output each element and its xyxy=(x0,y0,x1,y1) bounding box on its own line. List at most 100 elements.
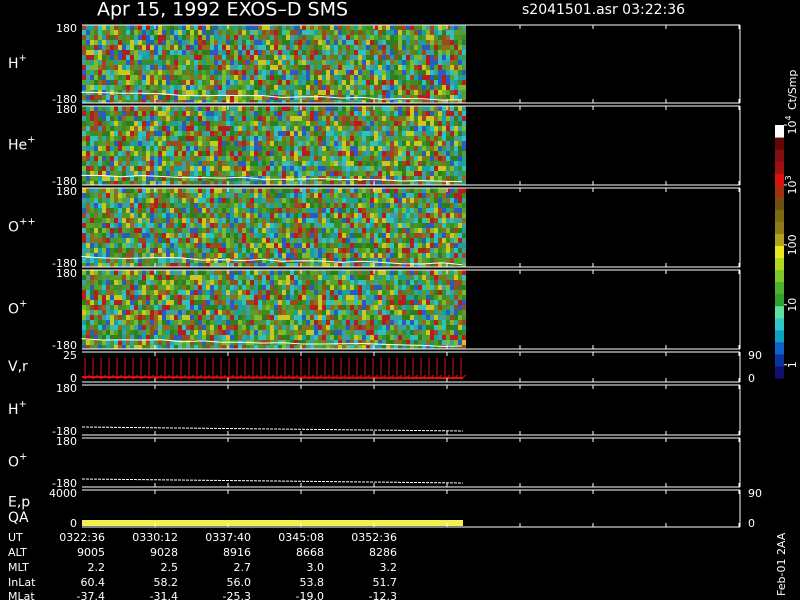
pixel xyxy=(462,95,466,100)
pixel xyxy=(110,156,114,161)
pixel xyxy=(330,243,334,248)
pixel xyxy=(266,161,270,166)
pixel xyxy=(410,171,414,176)
pixel xyxy=(118,90,122,95)
pixel xyxy=(334,136,338,141)
pixel xyxy=(302,85,306,90)
pixel xyxy=(422,141,426,146)
pixel xyxy=(126,258,130,263)
pixel xyxy=(282,136,286,141)
pixel xyxy=(138,258,142,263)
pixel xyxy=(110,310,114,315)
pixel xyxy=(190,25,194,30)
pixel xyxy=(94,243,98,248)
pixel xyxy=(130,30,134,35)
pixel xyxy=(450,238,454,243)
pixel xyxy=(406,85,410,90)
pixel xyxy=(458,161,462,166)
y-tick-label: -180 xyxy=(52,257,77,270)
pixel xyxy=(358,198,362,203)
pixel xyxy=(394,65,398,70)
pixel xyxy=(98,193,102,198)
pixel xyxy=(366,198,370,203)
pixel xyxy=(158,45,162,50)
pixel xyxy=(358,161,362,166)
pixel xyxy=(334,111,338,116)
pixel xyxy=(286,176,290,181)
y-tick-label: 180 xyxy=(56,22,77,35)
pixel xyxy=(182,166,186,171)
pixel xyxy=(282,193,286,198)
pixel xyxy=(458,111,462,116)
pixel xyxy=(342,111,346,116)
pixel xyxy=(146,253,150,258)
pixel xyxy=(402,106,406,111)
pixel xyxy=(110,325,114,330)
pixel xyxy=(434,188,438,193)
pixel xyxy=(386,193,390,198)
pixel xyxy=(174,218,178,223)
pixel xyxy=(446,75,450,80)
pixel xyxy=(350,146,354,151)
pixel xyxy=(110,111,114,116)
pixel xyxy=(118,141,122,146)
pixel xyxy=(450,151,454,156)
pixel xyxy=(442,238,446,243)
pixel xyxy=(390,161,394,166)
pixel xyxy=(170,65,174,70)
pixel xyxy=(442,223,446,228)
pixel xyxy=(450,65,454,70)
pixel xyxy=(438,85,442,90)
pixel xyxy=(266,171,270,176)
pixel xyxy=(266,228,270,233)
pixel xyxy=(366,55,370,60)
pixel xyxy=(154,116,158,121)
pixel xyxy=(194,111,198,116)
pixel xyxy=(102,95,106,100)
pixel xyxy=(266,85,270,90)
pixel xyxy=(98,315,102,320)
pixel xyxy=(94,330,98,335)
pixel xyxy=(270,181,274,185)
pixel xyxy=(366,203,370,208)
pixel xyxy=(350,30,354,35)
pixel xyxy=(350,213,354,218)
pixel xyxy=(318,30,322,35)
pixel xyxy=(270,171,274,176)
pixel xyxy=(254,126,258,131)
pixel xyxy=(274,35,278,40)
pixel xyxy=(210,228,214,233)
pixel xyxy=(430,258,434,263)
pixel xyxy=(170,70,174,75)
pixel xyxy=(178,208,182,213)
pixel xyxy=(398,121,402,126)
pixel xyxy=(214,35,218,40)
pixel xyxy=(310,25,314,30)
pixel xyxy=(98,75,102,80)
pixel xyxy=(322,131,326,136)
pixel xyxy=(150,243,154,248)
pixel xyxy=(226,141,230,146)
pixel xyxy=(106,270,110,275)
pixel xyxy=(442,141,446,146)
pixel xyxy=(182,218,186,223)
pixel xyxy=(210,208,214,213)
pixel xyxy=(254,50,258,55)
pixel xyxy=(278,188,282,193)
pixel xyxy=(178,238,182,243)
pixel xyxy=(426,141,430,146)
pixel xyxy=(222,30,226,35)
pixel xyxy=(414,228,418,233)
pixel xyxy=(134,340,138,345)
pixel xyxy=(146,141,150,146)
pixel xyxy=(434,243,438,248)
pixel xyxy=(98,35,102,40)
pixel xyxy=(86,263,90,267)
pixel xyxy=(174,253,178,258)
pixel xyxy=(130,340,134,345)
pixel xyxy=(398,30,402,35)
pixel xyxy=(402,30,406,35)
pixel xyxy=(394,228,398,233)
pixel xyxy=(222,40,226,45)
pixel xyxy=(114,198,118,203)
